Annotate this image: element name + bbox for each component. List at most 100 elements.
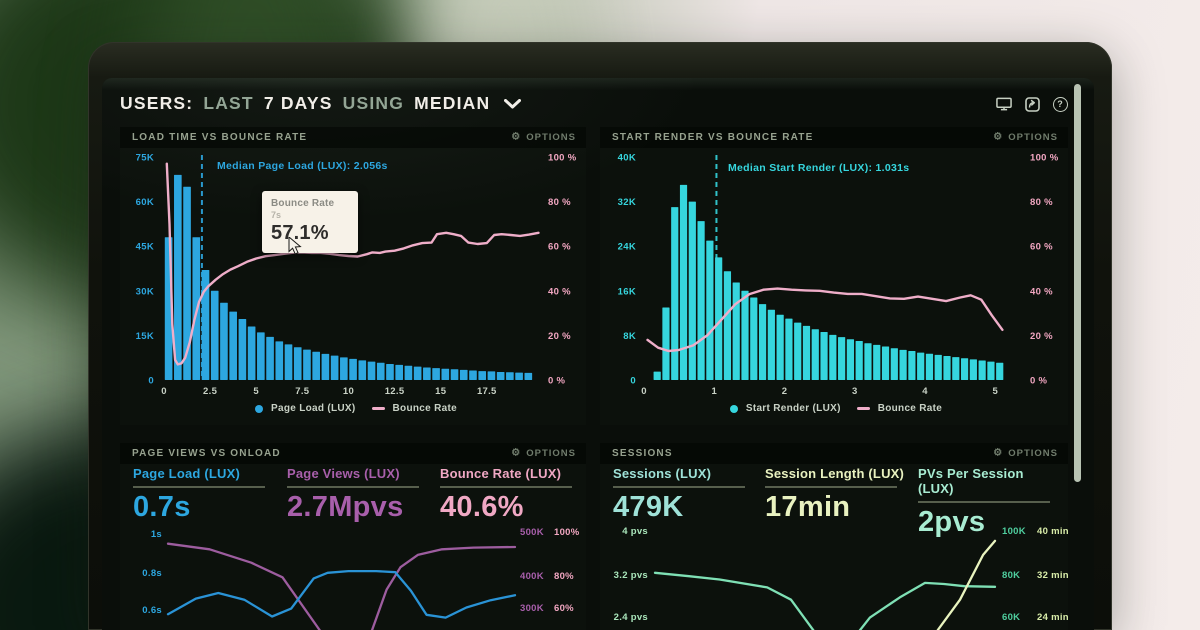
svg-text:60%: 60% [554, 603, 574, 614]
help-icon[interactable]: ? [1052, 96, 1068, 112]
metric-value: 479K [613, 491, 684, 523]
svg-text:2: 2 [782, 386, 788, 397]
svg-text:400K: 400K [520, 571, 544, 582]
svg-text:17.5: 17.5 [477, 386, 497, 397]
panel-header-start-render: START RENDER VS BOUNCE RATE ⚙ OPTIONS [600, 127, 1068, 148]
metric-page-views: Page Views (LUX) 2.7Mpvs [287, 466, 429, 524]
svg-text:60 %: 60 % [548, 242, 571, 253]
legend-label: Page Load (LUX) [271, 403, 356, 414]
display-icon[interactable] [996, 96, 1012, 112]
metric-divider [613, 486, 745, 488]
options-button[interactable]: ⚙ OPTIONS [993, 443, 1058, 464]
options-button[interactable]: ⚙ OPTIONS [511, 127, 576, 148]
metric-session-length: Session Length (LUX) 17min [765, 466, 907, 524]
svg-text:80K: 80K [1002, 570, 1020, 581]
minichart-sessions[interactable]: 4 pvs 3.2 pvs 2.4 pvs 100K 40 min 80K 32 min 60… [600, 520, 1069, 630]
svg-text:0: 0 [641, 386, 647, 397]
tooltip-title: Bounce Rate [271, 198, 335, 209]
legend-label: Bounce Rate [877, 403, 943, 414]
svg-text:100%: 100% [554, 527, 580, 538]
options-label: OPTIONS [1008, 448, 1058, 459]
metric-bounce-rate: Bounce Rate (LUX) 40.6% [440, 466, 582, 524]
svg-text:0 %: 0 % [1030, 376, 1048, 387]
svg-text:4 pvs: 4 pvs [622, 526, 648, 537]
dashboard-title-dropdown[interactable]: USERS: LAST 7 DAYS USING MEDIAN [120, 91, 522, 115]
histogram-start-render[interactable]: 40K 32K 24K 16K 8K 0 100 % 80 % 60 % 40 % 20 % 0 % 0… [600, 149, 1068, 425]
median-annotation: Median Page Load (LUX): 2.056s [217, 160, 388, 172]
options-button[interactable]: ⚙ OPTIONS [993, 127, 1058, 148]
svg-text:1s: 1s [151, 529, 162, 540]
metric-label: Session Length (LUX) [765, 466, 905, 481]
svg-text:100 %: 100 % [1030, 153, 1059, 164]
svg-text:1: 1 [711, 386, 717, 397]
svg-text:60K: 60K [136, 197, 154, 208]
svg-text:0 %: 0 % [548, 376, 566, 387]
scrollbar-thumb[interactable] [1074, 84, 1081, 482]
options-label: OPTIONS [526, 448, 576, 459]
options-label: OPTIONS [526, 132, 576, 143]
metric-page-load: Page Load (LUX) 0.7s [133, 466, 275, 524]
gear-icon: ⚙ [511, 447, 522, 458]
metric-label: Sessions (LUX) [613, 466, 712, 481]
svg-text:60 %: 60 % [1030, 242, 1053, 253]
legend-dot-icon [255, 404, 264, 413]
svg-text:20 %: 20 % [548, 331, 571, 342]
svg-text:40 min: 40 min [1037, 526, 1068, 537]
share-icon[interactable] [1024, 96, 1040, 112]
svg-text:0: 0 [630, 376, 636, 387]
svg-text:7.5: 7.5 [295, 386, 310, 397]
title-part: 7 DAYS [263, 92, 333, 113]
svg-text:60K: 60K [1002, 612, 1020, 623]
svg-text:24K: 24K [618, 242, 636, 253]
svg-text:80 %: 80 % [548, 197, 571, 208]
svg-text:3.2 pvs: 3.2 pvs [614, 570, 648, 581]
gear-icon: ⚙ [993, 447, 1004, 458]
title-part: USERS: [120, 92, 194, 113]
tooltip-value: 57.1% [271, 222, 329, 244]
svg-text:4: 4 [922, 386, 928, 397]
panel-title: PAGE VIEWS VS ONLOAD [132, 448, 281, 459]
metric-divider [287, 486, 419, 488]
panel-header-sessions: SESSIONS ⚙ OPTIONS [600, 443, 1068, 464]
title-part: MEDIAN [414, 92, 491, 113]
svg-text:2.4 pvs: 2.4 pvs [614, 612, 648, 623]
metric-divider [918, 501, 1050, 503]
svg-text:32K: 32K [618, 197, 636, 208]
options-button[interactable]: ⚙ OPTIONS [511, 443, 576, 464]
metric-value: 0.7s [133, 491, 191, 523]
svg-text:24 min: 24 min [1037, 612, 1068, 623]
chart-legend: Page Load (LUX) Bounce Rate [246, 403, 466, 414]
metric-value: 17min [765, 491, 851, 523]
metric-label: Page Load (LUX) [133, 466, 241, 481]
svg-text:3: 3 [852, 386, 858, 397]
metric-label: Bounce Rate (LUX) [440, 466, 562, 481]
svg-text:40 %: 40 % [1030, 286, 1053, 297]
gear-icon: ⚙ [993, 131, 1004, 142]
tooltip-subtitle: 7s [271, 210, 282, 220]
svg-text:32 min: 32 min [1037, 570, 1068, 581]
histogram-load-time[interactable]: 75K 60K 45K 30K 15K 0 100 % 80 % 60 % 40 % 20 % 0 %… [120, 149, 586, 425]
svg-text:15: 15 [435, 386, 447, 397]
panel-header-page-views: PAGE VIEWS VS ONLOAD ⚙ OPTIONS [120, 443, 586, 464]
svg-text:5: 5 [253, 386, 259, 397]
svg-text:75K: 75K [136, 153, 154, 164]
svg-text:40K: 40K [618, 153, 636, 164]
svg-text:16K: 16K [618, 286, 636, 297]
svg-text:30K: 30K [136, 286, 154, 297]
minichart-page-views[interactable]: 1s 0.8s 0.6s 500K 100% 400K 80% 300K 60% [120, 520, 586, 630]
panel-title: LOAD TIME VS BOUNCE RATE [132, 132, 308, 143]
metric-divider [133, 486, 265, 488]
gear-icon: ⚙ [511, 131, 522, 142]
title-part: USING [342, 92, 405, 113]
svg-text:0: 0 [148, 376, 154, 387]
metric-value: 2pvs [918, 506, 986, 538]
svg-text:15K: 15K [136, 331, 154, 342]
svg-text:0: 0 [161, 386, 167, 397]
title-part: LAST [203, 92, 254, 113]
svg-text:10: 10 [343, 386, 354, 397]
chart-tooltip: Bounce Rate 7s 57.1% [262, 191, 358, 253]
svg-text:0.8s: 0.8s [142, 568, 162, 579]
chevron-down-icon[interactable] [504, 99, 522, 109]
legend-dot-icon [729, 404, 738, 413]
